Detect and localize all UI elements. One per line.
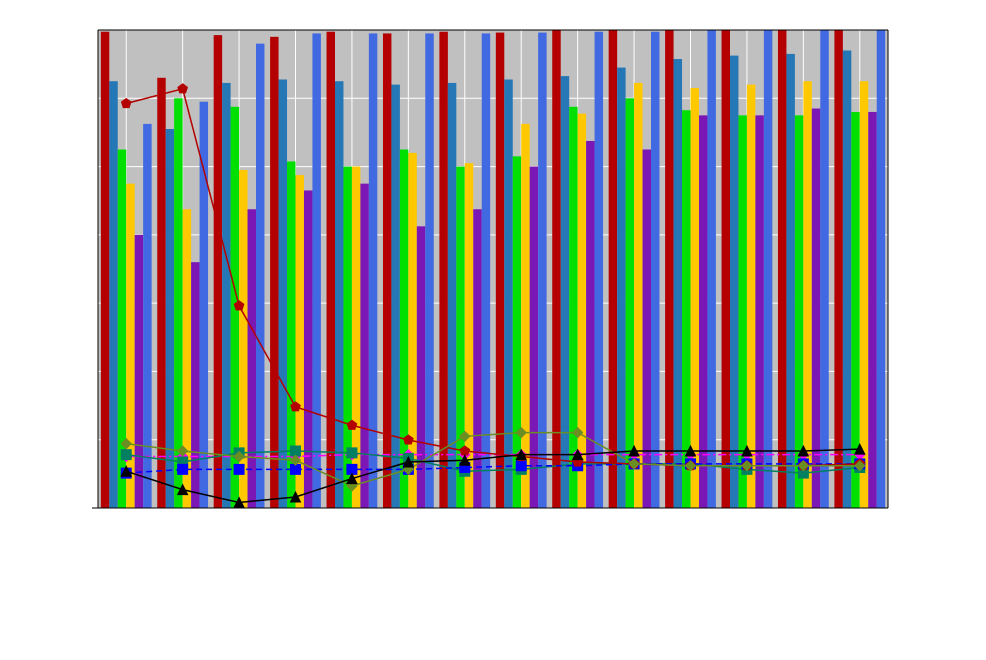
bar xyxy=(674,59,682,508)
bar xyxy=(101,32,109,508)
bar xyxy=(786,54,794,508)
bar xyxy=(860,81,868,508)
bar xyxy=(747,85,755,508)
bar xyxy=(707,30,715,508)
bar xyxy=(504,80,512,508)
bar xyxy=(569,107,577,508)
bar xyxy=(191,262,199,508)
bar xyxy=(143,124,151,508)
bar xyxy=(634,83,642,508)
bar xyxy=(473,209,481,508)
bar xyxy=(665,30,673,508)
bar xyxy=(722,30,730,508)
bar xyxy=(578,114,586,508)
bar xyxy=(617,68,625,508)
bar xyxy=(496,33,504,508)
bar xyxy=(425,33,433,508)
bar xyxy=(109,81,117,508)
bar xyxy=(755,115,763,508)
chart-container xyxy=(0,0,986,660)
bar xyxy=(214,35,222,508)
bar xyxy=(439,32,447,508)
bar xyxy=(174,98,182,508)
bar xyxy=(877,30,885,508)
line-marker xyxy=(234,464,244,474)
bar xyxy=(312,33,320,508)
bar xyxy=(279,80,287,508)
bar xyxy=(552,30,560,508)
bar xyxy=(561,76,569,508)
bar xyxy=(304,190,312,508)
bar xyxy=(166,129,174,508)
bar xyxy=(482,33,490,508)
bar xyxy=(222,83,230,508)
bar xyxy=(691,88,699,508)
bar xyxy=(820,30,828,508)
bar xyxy=(369,33,377,508)
bar xyxy=(651,32,659,508)
bar xyxy=(778,30,786,508)
chart-svg xyxy=(0,0,986,660)
bar xyxy=(626,98,634,508)
bar xyxy=(730,56,738,508)
bar xyxy=(803,81,811,508)
line-marker xyxy=(347,448,357,458)
bar xyxy=(538,33,546,508)
bar xyxy=(764,30,772,508)
bar xyxy=(699,115,707,508)
bar xyxy=(834,30,842,508)
bar xyxy=(812,109,820,508)
bar xyxy=(256,44,264,508)
bar xyxy=(335,81,343,508)
line-marker xyxy=(121,450,131,460)
bar xyxy=(157,78,165,508)
bar xyxy=(391,85,399,508)
bar xyxy=(135,235,143,508)
bar xyxy=(327,32,335,508)
bar xyxy=(270,37,278,508)
bar xyxy=(248,209,256,508)
bar xyxy=(595,32,603,508)
bar xyxy=(609,30,617,508)
line-marker xyxy=(178,464,188,474)
bar xyxy=(200,102,208,508)
line-marker xyxy=(516,461,526,471)
bar xyxy=(417,226,425,508)
bar xyxy=(383,33,391,508)
bar xyxy=(360,184,368,508)
bar xyxy=(843,50,851,508)
bar xyxy=(868,112,876,508)
